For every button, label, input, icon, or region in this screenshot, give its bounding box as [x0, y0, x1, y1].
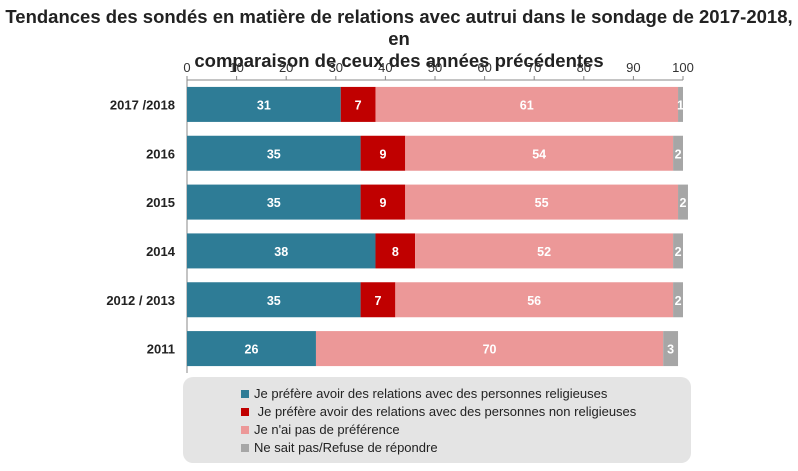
data-label: 38: [274, 245, 288, 259]
data-label: 2: [680, 196, 687, 210]
bar-segment: [678, 86, 683, 122]
bar-segment: [187, 86, 341, 122]
chart-title-line-1: Tendances des sondés en matière de relat…: [5, 6, 793, 49]
x-tick-label: 90: [626, 60, 640, 75]
bar-segment: [360, 184, 406, 220]
data-label: 70: [483, 343, 497, 357]
category-label: 2014: [146, 244, 176, 259]
bar-segment: [415, 233, 674, 269]
category-label: 2012 / 2013: [106, 293, 175, 308]
bar-segment: [663, 331, 679, 367]
bar-segment: [405, 135, 674, 171]
bar-segment: [678, 184, 688, 220]
legend-label-non-religious: Je préfère avoir des relations avec des …: [254, 404, 637, 419]
chart-title: Tendances des sondés en matière de relat…: [0, 6, 798, 72]
legend-item-religious: Je préfère avoir des relations avec des …: [241, 386, 607, 401]
x-tick-label: 10: [229, 60, 243, 75]
data-label: 26: [245, 343, 259, 357]
data-label: 35: [267, 147, 281, 161]
data-label: 2: [675, 294, 682, 308]
legend-swatch-non-religious: [241, 407, 249, 416]
x-tick-label: 70: [527, 60, 541, 75]
legend-swatch-dont-know: [241, 443, 249, 452]
data-label: 3: [667, 343, 674, 357]
data-label: 2: [675, 245, 682, 259]
x-tick-label: 30: [329, 60, 343, 75]
bar-segment: [340, 86, 376, 122]
category-label: 2011: [147, 342, 175, 357]
bar-segment: [187, 233, 376, 269]
x-tick-label: 50: [428, 60, 442, 75]
data-label: 35: [267, 294, 281, 308]
data-label: 35: [267, 196, 281, 210]
bar-segment: [360, 135, 406, 171]
bar-segment: [187, 184, 361, 220]
x-tick-label: 80: [577, 60, 591, 75]
legend-item-non-religious: Je préfère avoir des relations avec des …: [241, 404, 636, 419]
x-tick-label: 20: [279, 60, 293, 75]
chart-title-line-2: comparaison de ceux des années précédent…: [194, 50, 604, 71]
x-tick-label: 60: [477, 60, 491, 75]
data-label: 31: [257, 98, 271, 112]
legend-item-no-preference: Je n'ai pas de préférence: [241, 422, 400, 437]
category-label: 2016: [146, 146, 175, 161]
bar-segment: [673, 233, 683, 269]
data-label: 2: [675, 147, 682, 161]
data-label: 56: [527, 294, 541, 308]
data-label: 7: [355, 98, 362, 112]
legend-label-dont-know: Ne sait pas/Refuse de répondre: [254, 440, 438, 455]
x-tick-label: 40: [378, 60, 392, 75]
data-label: 61: [520, 98, 534, 112]
bar-segment: [673, 282, 683, 318]
bar-segment: [187, 331, 316, 367]
legend: Je préfère avoir des relations avec des …: [183, 377, 691, 463]
bar-segment: [375, 86, 679, 122]
legend-swatch-no-preference: [241, 425, 249, 434]
legend-item-dont-know: Ne sait pas/Refuse de répondre: [241, 440, 438, 455]
x-tick-label: 0: [183, 60, 190, 75]
x-tick-label: 100: [672, 60, 694, 75]
category-label: 2017 /2018: [110, 97, 175, 112]
legend-label-no-preference: Je n'ai pas de préférence: [254, 422, 400, 437]
bar-segment: [673, 135, 683, 171]
legend-label-religious: Je préfère avoir des relations avec des …: [254, 386, 608, 401]
data-label: 52: [537, 245, 551, 259]
data-label: 55: [535, 196, 549, 210]
bar-segment: [187, 282, 361, 318]
bar-segment: [375, 233, 416, 269]
bar-segment: [360, 282, 396, 318]
bar-segment: [187, 135, 361, 171]
data-label: 1: [677, 98, 684, 112]
data-label: 9: [379, 196, 386, 210]
data-label: 54: [532, 147, 546, 161]
data-label: 7: [374, 294, 381, 308]
data-label: 8: [392, 245, 399, 259]
bar-segment: [315, 331, 664, 367]
category-label: 2015: [146, 195, 175, 210]
bar-segment: [395, 282, 674, 318]
legend-swatch-religious: [241, 389, 249, 398]
data-label: 9: [379, 147, 386, 161]
bar-segment: [405, 184, 679, 220]
